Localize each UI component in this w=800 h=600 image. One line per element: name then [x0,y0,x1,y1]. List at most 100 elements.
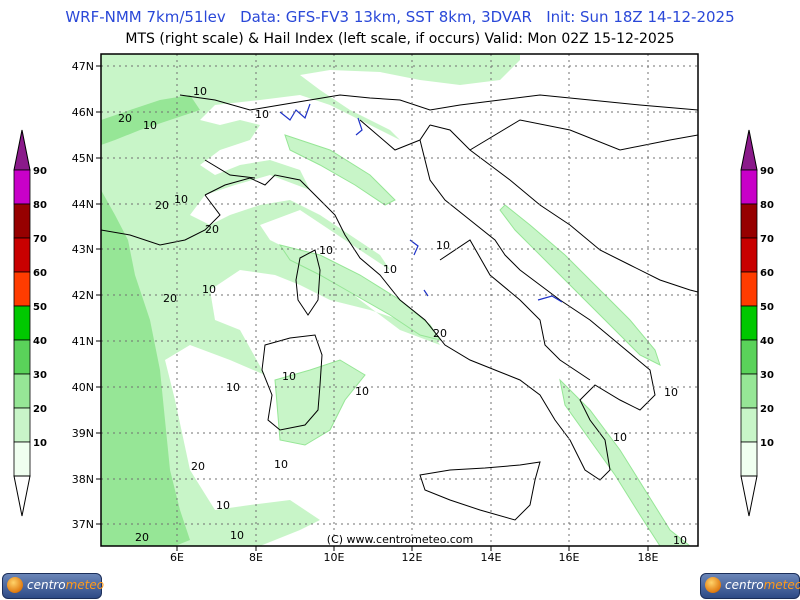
scale-bottom-arrow [740,475,758,517]
logo-right-text-b: meteo [763,578,800,592]
contour-label: 10 [436,239,450,252]
contour-label: 10 [319,244,333,257]
lon-label: 16E [559,551,580,564]
scale-top-arrow [740,129,758,171]
scale-swatch [740,271,758,307]
scale-level-label: 30 [760,370,774,381]
lon-label: 10E [324,551,345,564]
lon-label: 18E [638,551,659,564]
map-frame [100,53,699,547]
scale-level-label: 80 [33,200,47,211]
contour-label: 10 [613,431,627,444]
mts-band-sardinia [274,359,366,446]
contour-label: 10 [673,534,687,547]
scale-level-label: 40 [760,336,774,347]
scale-swatch [13,271,31,307]
contour-label: 10 [226,381,240,394]
lat-label: 41N [72,335,94,348]
mts-field-30-north [101,95,200,145]
lat-label: 39N [72,427,94,440]
contour-label: 10 [216,499,230,512]
lat-label: 37N [72,518,94,531]
scale-level-label: 40 [33,336,47,347]
lat-label: 47N [72,60,94,73]
lake-south [537,295,563,303]
lake-garda [355,117,363,136]
lat-label: 45N [72,152,94,165]
mts-field-20 [101,54,520,546]
scale-swatch [740,203,758,239]
centrometeo-logo-right[interactable]: centrometeo [700,573,800,599]
scale-level-label: 70 [760,234,774,245]
contour-label: 20 [135,531,149,544]
contour-label: 10 [230,529,244,542]
scale-swatch [740,237,758,273]
scale-top-arrow [13,129,31,171]
scale-level-label: 80 [760,200,774,211]
left-color-scale: 90 80 70 60 50 40 30 20 10 [13,129,47,517]
lon-label: 8E [249,551,263,564]
scale-level-label: 60 [33,268,47,279]
contour-label: 10 [664,386,678,399]
scale-level-label: 50 [760,302,774,313]
scale-level-label: 90 [33,166,47,177]
lake-north [279,103,311,121]
inland-border-1 [204,119,698,179]
lakes [279,103,563,303]
lat-label: 40N [72,381,94,394]
scale-level-label: 50 [33,302,47,313]
scale-swatch [740,305,758,341]
scale-level-label: 30 [33,370,47,381]
corsica-coast [295,249,321,316]
scale-level-label: 20 [33,404,47,415]
header-subtitle: MTS (right scale) & Hail Index (left sca… [125,31,675,47]
lon-label: 14E [481,551,502,564]
scale-swatch [13,203,31,239]
france-coast [101,194,221,246]
lon-label: 6E [170,551,184,564]
mts-band-ionian [559,378,691,546]
field-layer [101,54,691,546]
lat-label: 38N [72,473,94,486]
lat-label: 44N [72,198,94,211]
contour-label: 10 [202,283,216,296]
latitude-axis: 47N 46N 45N 44N 43N 42N 41N 40N 39N 38N 37N [72,60,101,531]
centrometeo-logo-left[interactable]: centrometeo [2,573,104,599]
header-title: WRF-NMM 7km/51lev Data: GFS-FV3 13km, SS… [65,8,735,26]
contour-label: 10 [255,108,269,121]
logo-left-text-a: centro [27,578,66,592]
scale-level-label: 10 [760,438,774,449]
scale-level-label: 70 [33,234,47,245]
lake-central [409,239,429,297]
longitude-axis: 6E 8E 10E 12E 14E 16E 18E [170,546,659,564]
contour-labels: 10 20 10 10 20 10 20 10 10 20 10 20 10 10 10 10 10 20 10 20… [118,85,687,547]
lat-label: 42N [72,289,94,302]
copyright-text: (C) www.centrometeo.com [327,533,473,546]
lat-label: 46N [72,106,94,119]
lon-label: 12E [402,551,423,564]
contour-label: 10 [193,85,207,98]
contour-label: 20 [155,199,169,212]
mts-band-adriatic [499,204,661,366]
scale-swatch [13,169,31,205]
scale-swatch [13,441,31,477]
contour-label: 20 [163,292,177,305]
logo-right-text-a: centro [725,578,764,592]
right-color-scale: 90 80 70 60 50 40 30 20 10 [740,129,774,517]
globe-icon [7,577,23,593]
scale-level-label: 60 [760,268,774,279]
scale-swatch [740,339,758,375]
globe-icon [705,577,721,593]
graticule [101,54,698,546]
scale-swatch [13,305,31,341]
scale-swatch [13,407,31,443]
alps-border [179,94,698,111]
mts-field-30-west [101,190,190,546]
scale-level-label: 20 [760,404,774,415]
balkan-coast [429,124,698,293]
sicily-coast [419,461,541,521]
scale-level-label: 10 [33,438,47,449]
scale-swatch [740,169,758,205]
sardinia-coast [261,334,323,431]
